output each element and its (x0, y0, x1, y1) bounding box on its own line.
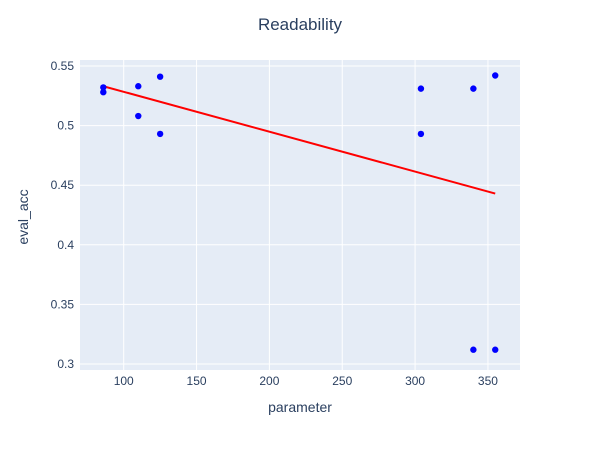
data-point (417, 85, 425, 92)
gridlines (80, 60, 520, 370)
x-tick-label: 350 (478, 374, 498, 388)
y-axis-title: eval_acc (15, 189, 31, 244)
y-tick-label: 0.4 (57, 238, 74, 252)
trendline (103, 85, 496, 195)
data-point (100, 88, 107, 96)
y-tick-label: 0.55 (51, 59, 75, 73)
trendline-layer (103, 85, 496, 195)
x-tick-label: 300 (405, 374, 425, 388)
data-point (417, 130, 425, 138)
y-tick-label: 0.45 (51, 178, 75, 192)
data-point (100, 84, 107, 91)
x-tick-label: 250 (332, 374, 352, 388)
data-point (156, 73, 164, 80)
y-tick-label: 0.3 (57, 357, 74, 371)
data-point (492, 72, 499, 79)
x-tick-label: 200 (259, 374, 279, 388)
x-tick-label: 150 (187, 374, 207, 388)
plot-area (80, 60, 520, 370)
tick-labels: 100 150 200 250 300 350 0.3 0.35 0.4 0.45 0.5 0.55 (51, 59, 499, 388)
data-point (492, 346, 499, 353)
data-point (135, 112, 142, 120)
y-tick-label: 0.5 (57, 119, 74, 133)
data-point (470, 85, 477, 92)
x-axis-title: parameter (268, 399, 332, 415)
data-point (156, 130, 164, 138)
points-layer (100, 72, 499, 353)
chart-title: Readability (258, 15, 343, 34)
data-point (470, 346, 477, 353)
data-point (135, 83, 142, 90)
x-tick-label: 100 (114, 374, 134, 388)
y-tick-label: 0.35 (51, 297, 75, 311)
